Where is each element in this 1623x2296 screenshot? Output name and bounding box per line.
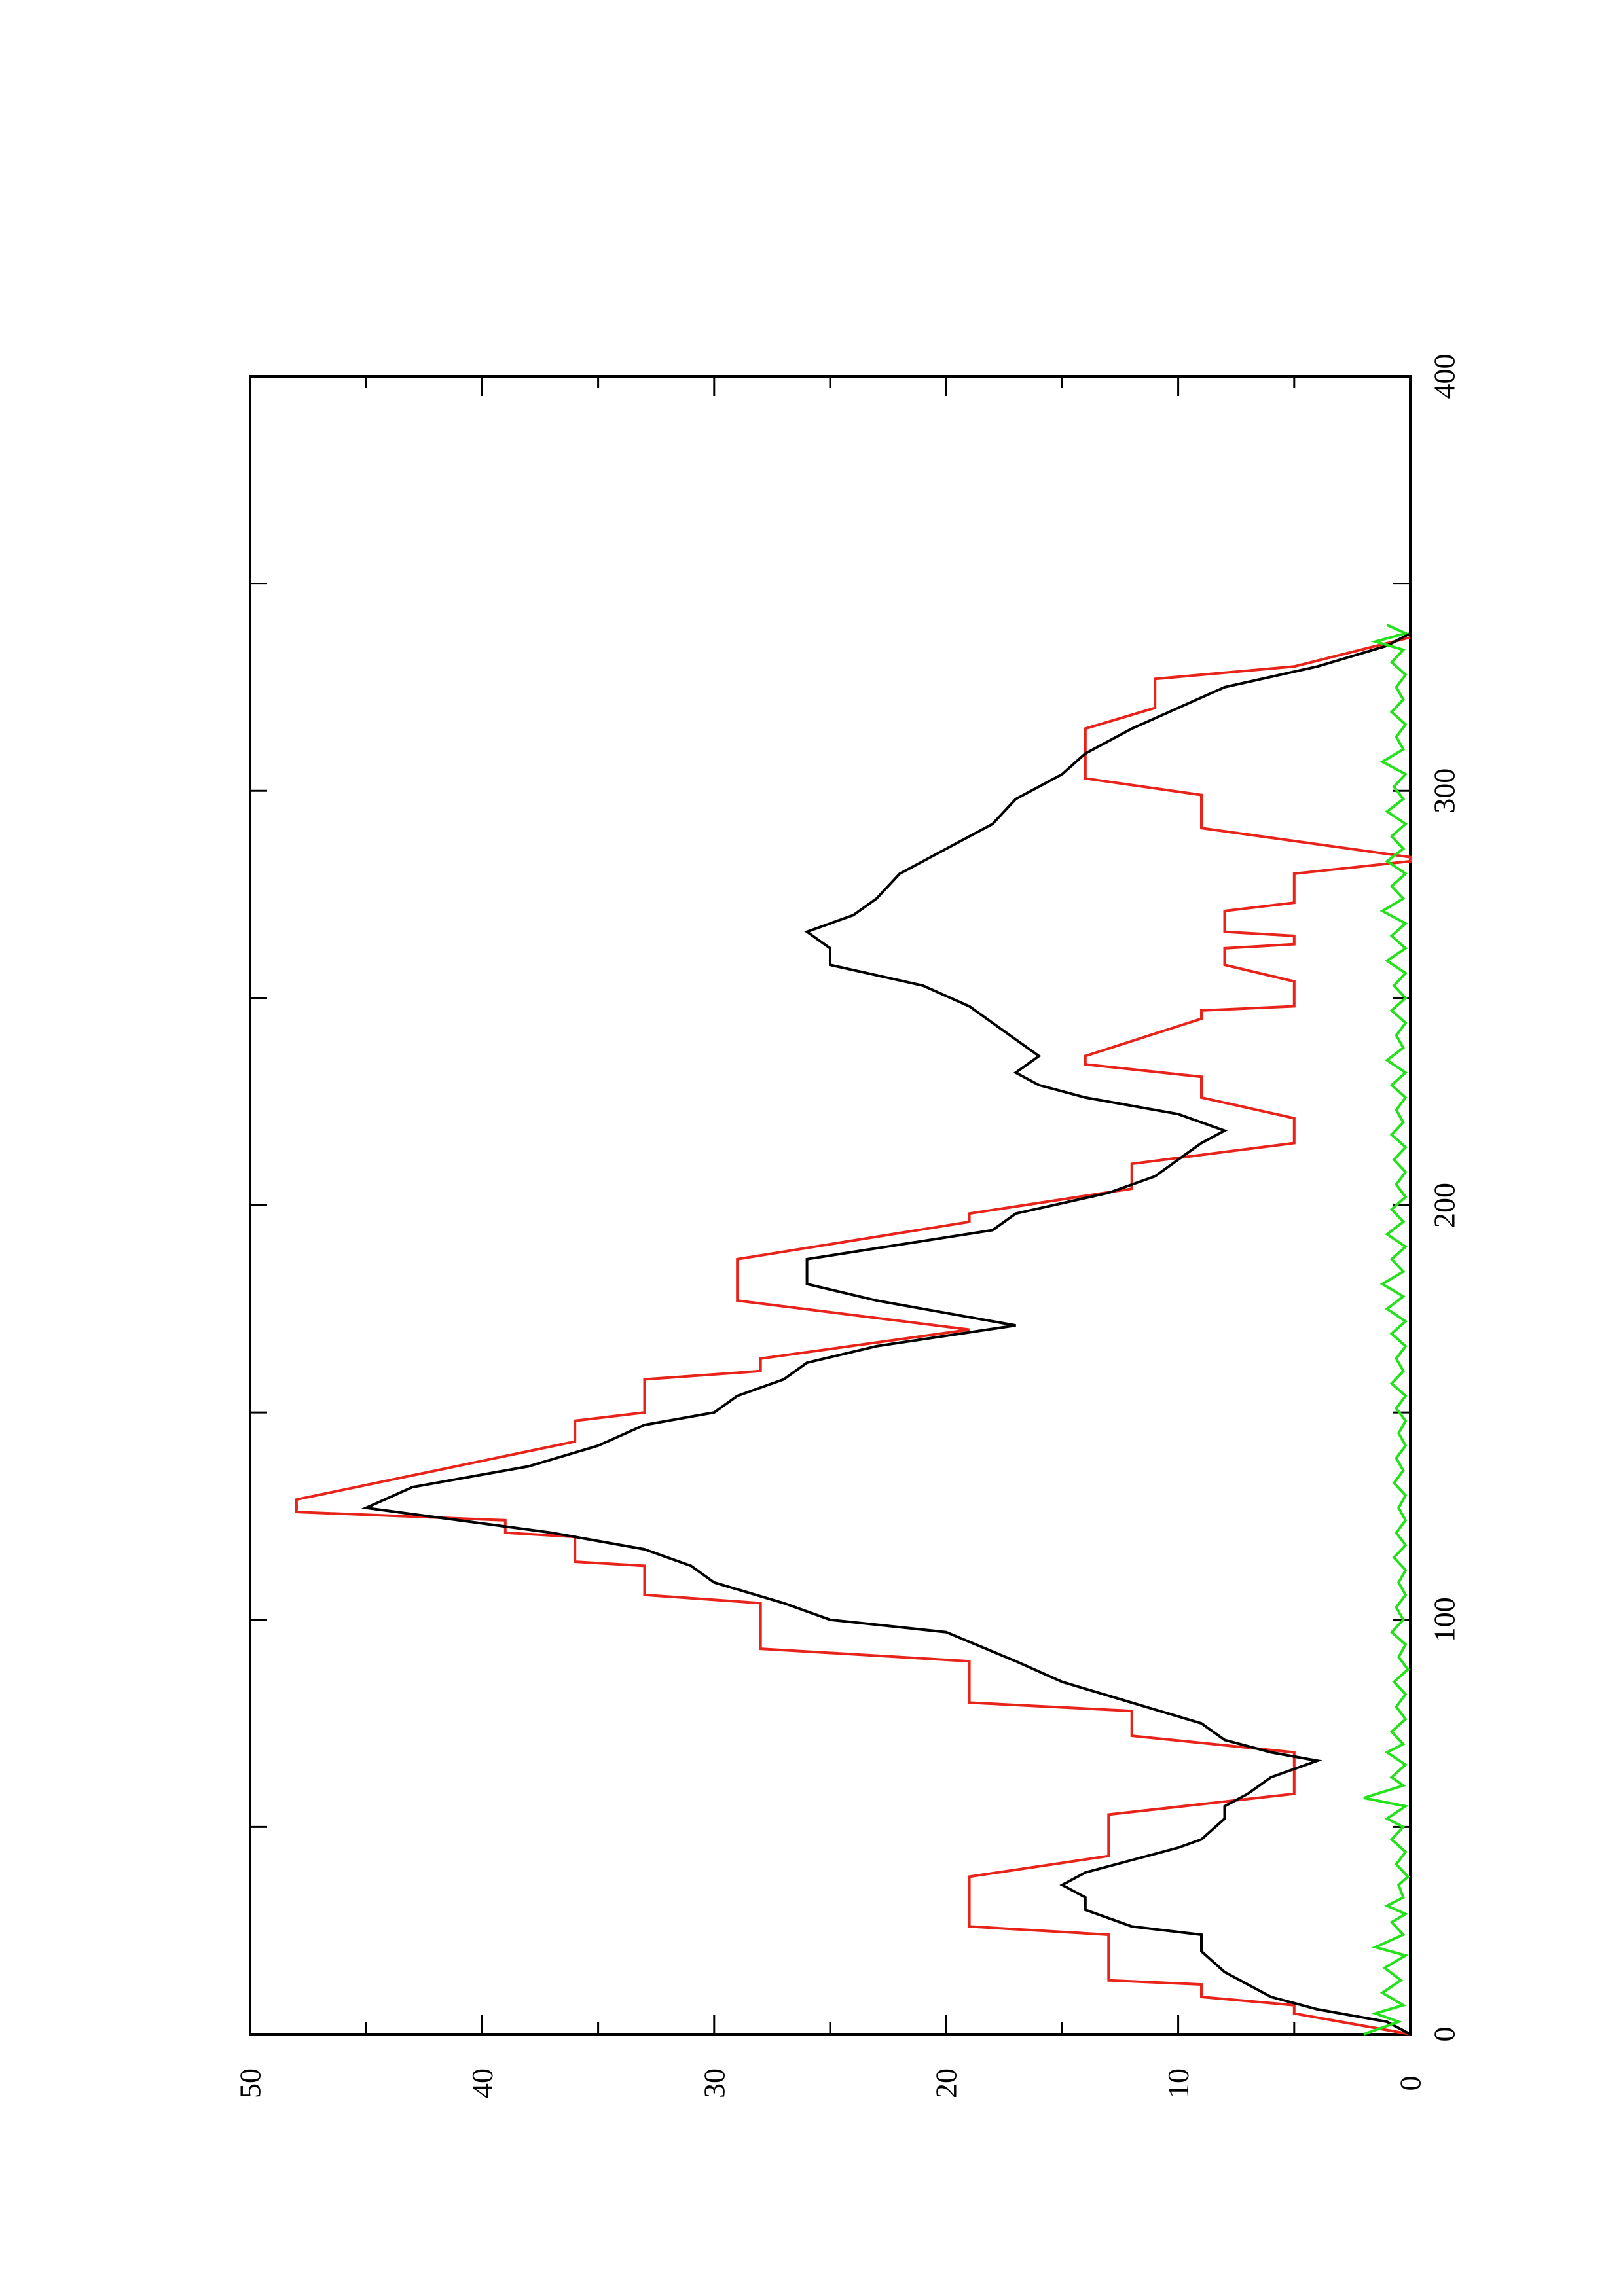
series-line-2 — [361, 632, 1411, 2036]
x-tick-label: 100 — [1428, 1597, 1461, 1642]
x-tick-label: 300 — [1428, 768, 1461, 814]
y-tick-label: 40 — [465, 2068, 499, 2098]
tick-labels: 0 100 200 300 400 0 10 20 30 40 50 — [234, 354, 1461, 2099]
x-tick-label: 400 — [1428, 354, 1461, 399]
y-tick-label: 50 — [234, 2068, 267, 2098]
series-line-3 — [1363, 624, 1410, 2036]
plot-frame — [249, 375, 1412, 2036]
series-line-1 — [295, 636, 1412, 2036]
y-tick-label: 0 — [1394, 2076, 1427, 2091]
x-tick-label: 200 — [1428, 1183, 1461, 1228]
x-tick-label: 0 — [1428, 2027, 1461, 2042]
y-tick-label: 30 — [697, 2068, 731, 2098]
series-group — [295, 624, 1412, 2036]
y-tick-label: 20 — [930, 2068, 963, 2098]
y-tick-label: 10 — [1161, 2068, 1195, 2098]
axis-ticks — [249, 375, 1412, 2036]
